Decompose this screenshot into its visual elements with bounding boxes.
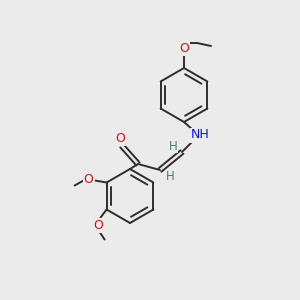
Text: NH: NH <box>190 128 209 142</box>
Text: O: O <box>179 41 189 55</box>
Text: H: H <box>169 140 177 152</box>
Text: O: O <box>94 219 103 232</box>
Text: O: O <box>84 173 94 186</box>
Text: O: O <box>115 131 125 145</box>
Text: H: H <box>166 170 174 184</box>
